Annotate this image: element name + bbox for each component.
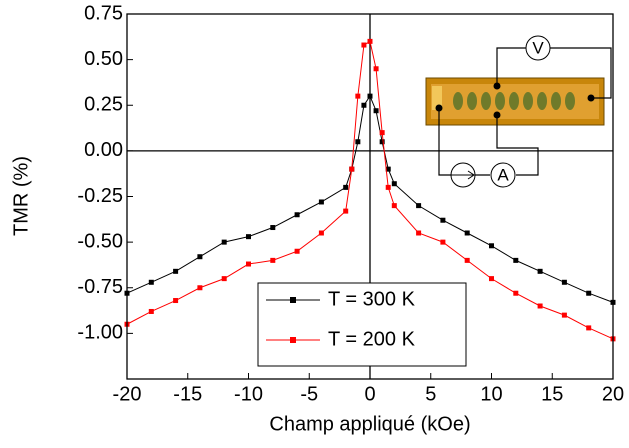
point	[270, 225, 276, 231]
plot-frame	[126, 13, 614, 380]
point	[355, 93, 361, 99]
point	[416, 203, 422, 209]
legend-marker	[290, 297, 296, 303]
point	[561, 312, 567, 318]
device-finger	[495, 92, 505, 110]
y-axis-label: TMR (%)	[10, 156, 32, 236]
circuit-wire	[438, 47, 612, 176]
point	[379, 139, 385, 145]
x-tick-label: 20	[602, 383, 624, 405]
device-finger	[565, 92, 575, 110]
point	[489, 276, 494, 282]
device-finger	[523, 92, 533, 110]
point	[318, 199, 324, 205]
point	[379, 130, 385, 136]
x-tick-label: 15	[541, 383, 563, 405]
point	[270, 257, 276, 263]
point	[221, 276, 227, 282]
point	[173, 268, 179, 274]
device-inset: V A	[425, 35, 612, 188]
point	[586, 325, 592, 331]
x-tick-label: -10	[234, 383, 263, 405]
x-tick-label: 5	[425, 383, 436, 405]
point	[464, 257, 470, 263]
point	[173, 298, 179, 304]
point	[385, 166, 391, 172]
point	[361, 102, 367, 108]
y-tick-label: -0.50	[77, 230, 123, 252]
device-finger	[537, 92, 547, 110]
point	[391, 203, 397, 209]
point	[489, 243, 494, 249]
point	[294, 212, 300, 218]
legend-marker	[290, 337, 296, 343]
legend-label: T = 300 K	[328, 288, 416, 310]
y-tick-label: 0.00	[84, 139, 123, 161]
y-tick-label: -1.00	[77, 322, 123, 344]
voltmeter-label: V	[532, 38, 544, 57]
y-tick-label: 0.50	[84, 48, 123, 70]
device-finger	[509, 92, 519, 110]
y-tick-label: 0.75	[84, 2, 123, 24]
device-finger	[481, 92, 491, 110]
contact-dot	[493, 82, 501, 90]
point	[373, 66, 379, 72]
voltmeter	[525, 35, 551, 61]
ammeter	[490, 162, 516, 188]
point	[148, 279, 154, 285]
contact-dot	[587, 94, 595, 102]
x-tick-label: -5	[300, 383, 318, 405]
point	[440, 239, 446, 245]
device-finger	[551, 92, 561, 110]
contact-dot	[435, 104, 443, 112]
point	[513, 290, 519, 296]
point	[537, 268, 543, 274]
point	[349, 166, 355, 172]
x-tick-label: -20	[113, 383, 142, 405]
point	[367, 38, 373, 44]
point	[246, 234, 251, 240]
point	[367, 93, 373, 99]
ammeter-label: A	[497, 165, 509, 184]
x-tick-label: -15	[173, 383, 202, 405]
point	[373, 108, 379, 114]
point	[561, 279, 567, 285]
device-finger	[453, 92, 463, 110]
point	[318, 230, 324, 236]
point	[197, 285, 203, 291]
x-tick-label: 0	[364, 383, 375, 405]
legend-label: T = 200 K	[328, 328, 416, 350]
point	[148, 308, 154, 314]
current-arrow	[451, 170, 475, 180]
point	[197, 254, 203, 260]
point	[416, 230, 422, 236]
point	[221, 239, 227, 245]
point	[361, 42, 367, 48]
point	[537, 303, 543, 309]
y-tick-label: 0.25	[84, 94, 123, 116]
device-contact	[432, 86, 442, 110]
point	[391, 181, 397, 187]
y-tick-label: -0.75	[77, 276, 123, 298]
x-tick-label: 10	[480, 383, 502, 405]
legend-box	[257, 282, 467, 367]
point	[355, 139, 361, 145]
point	[464, 230, 470, 236]
point	[440, 217, 446, 223]
device-finger	[467, 92, 477, 110]
point	[246, 261, 251, 267]
y-tick-label: -0.25	[77, 185, 123, 207]
point	[343, 184, 349, 190]
point	[586, 290, 592, 296]
point	[343, 208, 349, 214]
point	[385, 184, 391, 190]
x-axis-label: Champ appliqué (kOe)	[269, 413, 470, 435]
point	[294, 248, 300, 254]
contact-dot	[493, 111, 501, 119]
point	[513, 257, 519, 263]
